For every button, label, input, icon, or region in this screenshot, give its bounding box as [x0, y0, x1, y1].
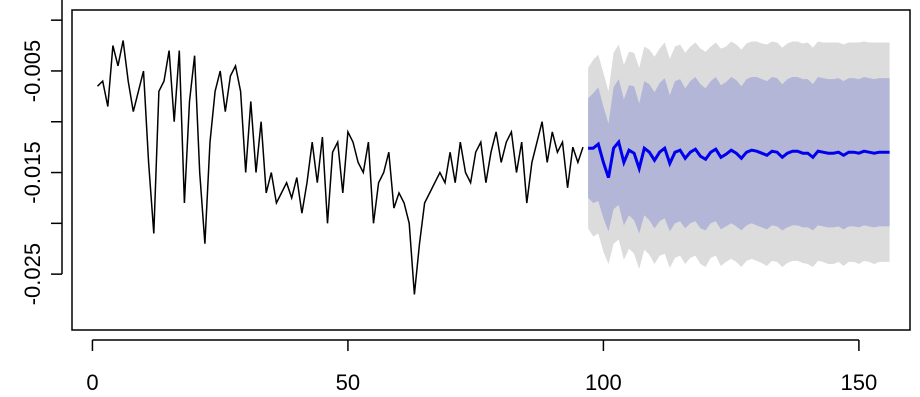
- y-tick-label: -0.015: [20, 141, 45, 203]
- plot-frame: [71, 9, 911, 331]
- y-tick-label: -0.025: [20, 243, 45, 305]
- x-tick-label: 0: [86, 370, 98, 395]
- series-lines: [96, 40, 890, 295]
- x-tick-label: 50: [336, 370, 360, 395]
- history-line: [96, 40, 584, 295]
- x-tick-label: 150: [841, 370, 878, 395]
- x-tick-label: 100: [585, 370, 622, 395]
- y-tick-label: -0.005: [20, 40, 45, 102]
- forecast-line: [588, 138, 890, 179]
- axes: 0 50 100 150 -0.025 -0.015 -0.005: [20, 0, 877, 395]
